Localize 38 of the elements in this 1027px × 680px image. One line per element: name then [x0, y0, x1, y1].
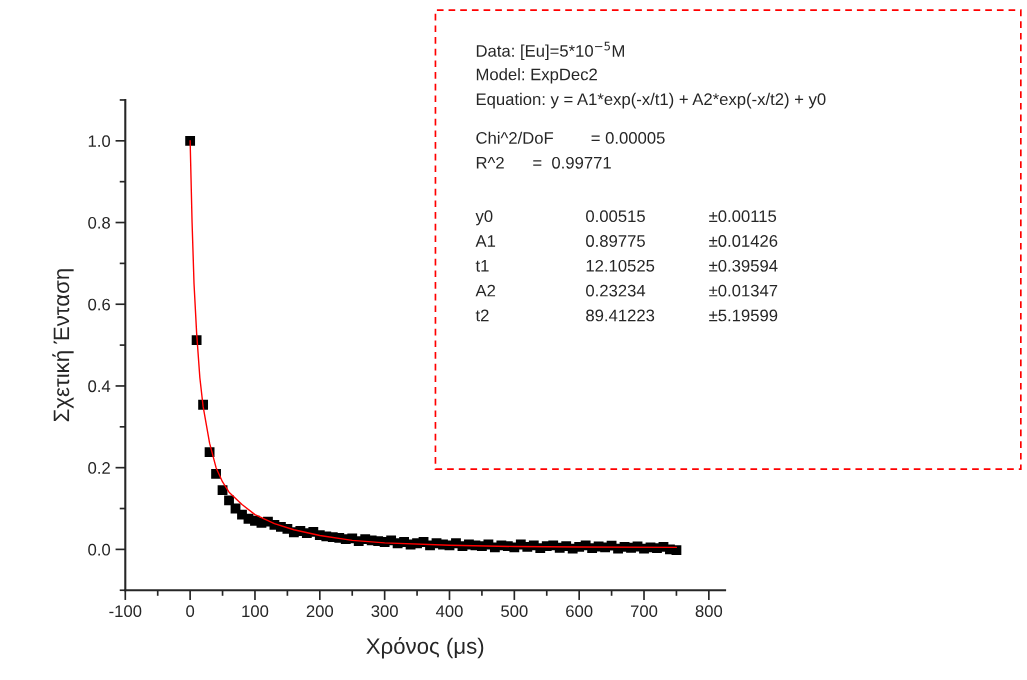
- y-tick-label: 0.2: [88, 462, 110, 474]
- text: Model: ExpDec2: [476, 68, 597, 84]
- annotation: ±0.01347: [709, 284, 778, 297]
- annotation: 0.23234: [586, 284, 646, 297]
- x-tick-label: 600: [566, 605, 593, 618]
- annotation: A2: [475, 284, 496, 297]
- text: Data: [Eu]=5*10$^{−5}$M: [476, 41, 624, 61]
- x-tick-label: 0: [186, 605, 195, 618]
- y-tick-label: 0.8: [88, 216, 110, 229]
- annotation: ±0.39594: [709, 259, 778, 272]
- x-tick-label: 800: [695, 605, 723, 618]
- y-tick-label: 0.0: [88, 543, 111, 556]
- x-tick-label: 100: [242, 605, 269, 618]
- annotation: y0: [475, 210, 493, 226]
- annotation: R^2 = 0.99771: [476, 156, 611, 169]
- y-tick-label: 0.4: [88, 380, 111, 393]
- y-axis-title: Σχετική Ένταση: [52, 269, 74, 422]
- annotation: ±0.00115: [709, 210, 777, 223]
- annotation: A1: [475, 235, 496, 247]
- x-tick-label: 700: [630, 605, 658, 618]
- annotation: 0.00515: [586, 210, 645, 223]
- y-tick-label: 0.6: [88, 298, 110, 311]
- x-tick-label: 500: [501, 605, 528, 618]
- annotation: ±5.19599: [709, 309, 778, 322]
- x-tick-label: 400: [435, 605, 463, 618]
- annotation: 12.10525: [586, 259, 655, 272]
- y-tick-label: 1.0: [88, 135, 111, 148]
- annotation: 0.89775: [586, 235, 645, 247]
- annotation: t2: [475, 309, 489, 322]
- annotation: ±0.01426: [709, 235, 778, 247]
- x-tick-label: -100: [109, 605, 142, 618]
- x-axis-title: Χρόνος (μs): [366, 637, 484, 659]
- x-tick-label: 300: [371, 605, 398, 618]
- annotation: 89.41223: [586, 309, 655, 322]
- annotation: Chi^2/DoF = 0.00005: [476, 131, 665, 144]
- annotation: t1: [475, 260, 489, 272]
- x-tick-label: 200: [306, 605, 334, 618]
- annotation: Equation: y = A1*exp(-x/t1) + A2*exp(-x/t2) + y0: [476, 92, 826, 109]
